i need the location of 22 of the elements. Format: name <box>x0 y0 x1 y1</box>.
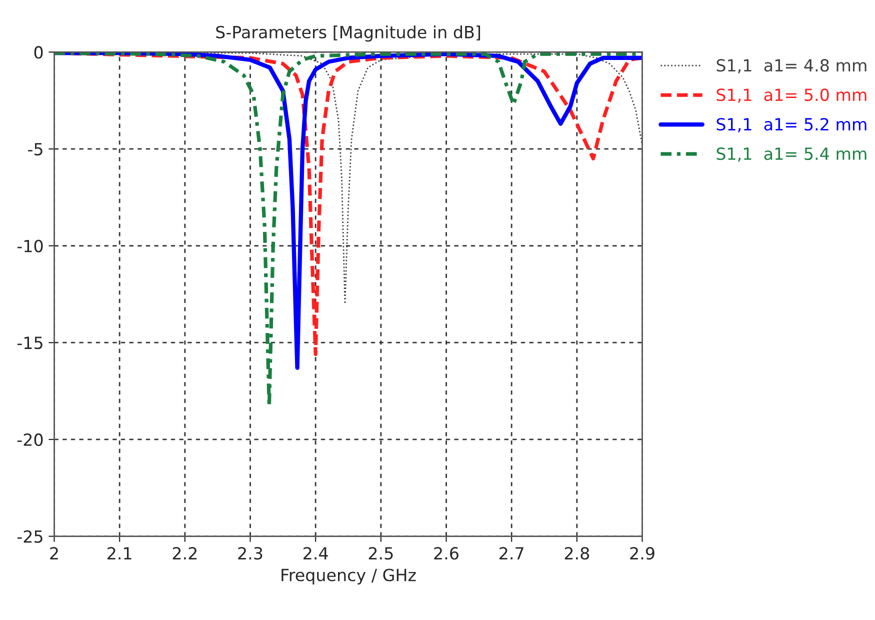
x-tick-label: 2.5 <box>368 547 393 560</box>
y-tick-label: -15 <box>17 336 42 350</box>
y-tick-label: -5 <box>28 143 42 156</box>
x-tick-label: 2.9 <box>630 547 654 560</box>
chart-title: S-Parameters [Magnitude in dB] <box>216 26 480 42</box>
x-tick-label: 2.3 <box>238 547 262 560</box>
x-tick-label: 2.7 <box>500 547 524 560</box>
x-tick-label: 2.1 <box>108 547 132 560</box>
legend-label: S1,1 a1= 5.0 mm <box>716 88 866 103</box>
x-tick-label: 2 <box>50 547 58 560</box>
y-tick-label: -10 <box>17 240 43 252</box>
x-tick-label: 2.4 <box>304 547 328 560</box>
x-tick-label: 2.6 <box>434 547 458 560</box>
x-axis-title: Frequency / GHz <box>282 568 416 585</box>
legend-label: S1,1 a1= 4.8 mm <box>716 59 866 74</box>
y-tick-label: -25 <box>17 530 42 543</box>
x-tick-label: 2.2 <box>172 547 196 560</box>
x-tick-label: 2.8 <box>564 547 590 560</box>
y-tick-label: 0 <box>34 46 43 59</box>
y-tick-label: -20 <box>17 433 43 446</box>
legend-label: S1,1 a1= 5.2 mm <box>716 118 866 132</box>
legend-label: S1,1 a1= 5.4 mm <box>716 147 866 162</box>
